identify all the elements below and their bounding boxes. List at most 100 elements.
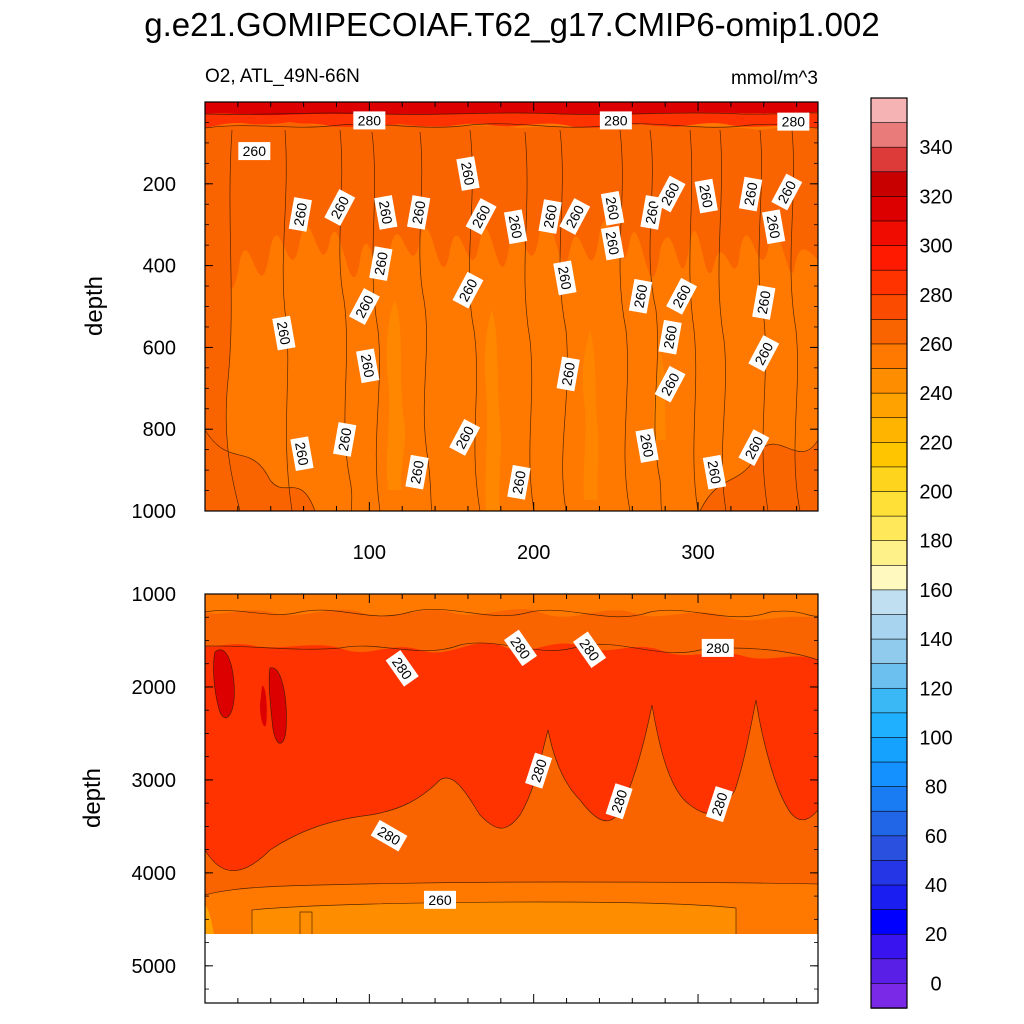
bottom-y-axis: 1000 2000 3000 4000 5000 — [132, 584, 818, 990]
svg-text:260: 260 — [358, 353, 378, 379]
contour-label: 260 — [600, 225, 625, 261]
contour-label: 260 — [405, 454, 429, 490]
contour-label: 260 — [288, 197, 312, 232]
svg-text:280: 280 — [527, 757, 550, 784]
contour-label: 260 — [752, 285, 776, 320]
contour-label: 260 — [356, 348, 380, 384]
colorbar-label: 60 — [925, 826, 947, 848]
contour-label: 280 — [353, 111, 386, 130]
contour-label: 260 — [635, 428, 659, 463]
colorbar-swatch — [870, 860, 908, 886]
contour-label: 260 — [702, 454, 727, 490]
colorbar-swatch — [870, 343, 908, 370]
colorbar-swatch — [870, 97, 908, 124]
colorbar-swatch — [870, 761, 908, 788]
colorbar-label: 240 — [919, 383, 952, 405]
colorbar-swatch — [870, 983, 908, 1009]
contour-label: 260 — [553, 260, 577, 296]
colorbar-swatch — [870, 810, 908, 837]
svg-text:260: 260 — [540, 203, 560, 229]
colorbar-swatch — [870, 712, 908, 739]
colorbar-swatch — [870, 515, 908, 542]
y-tick-label: 600 — [143, 337, 176, 359]
svg-text:260: 260 — [243, 143, 267, 159]
colorbar-label: 260 — [919, 334, 952, 356]
svg-text:280: 280 — [358, 112, 382, 128]
top-panel-units-label: mmol/m^3 — [731, 68, 818, 89]
svg-text:260: 260 — [458, 161, 478, 187]
colorbar-swatch — [870, 392, 908, 419]
contour-label: 280 — [605, 783, 633, 820]
contour-label: 260 — [761, 209, 786, 245]
colorbar-label: 20 — [925, 924, 947, 946]
svg-text:260: 260 — [603, 195, 623, 221]
colorbar-swatch — [870, 540, 908, 566]
y-tick-label: 4000 — [132, 863, 177, 885]
top-y-axis-title: depth — [81, 276, 108, 336]
colorbar-swatch — [870, 491, 908, 517]
colorbar-label: 140 — [919, 629, 952, 651]
svg-text:280: 280 — [608, 788, 631, 815]
contour-label: 260 — [556, 356, 580, 392]
svg-text:260: 260 — [409, 199, 429, 225]
contour-label: 260 — [628, 278, 653, 314]
svg-text:280: 280 — [604, 112, 628, 128]
colorbar-swatch — [870, 564, 908, 591]
y-tick-label: 1000 — [132, 501, 177, 523]
svg-text:260: 260 — [428, 892, 452, 908]
y-tick-label: 1000 — [132, 584, 177, 606]
contour-label: 260 — [374, 195, 398, 230]
contour-label: 280 — [705, 786, 733, 823]
colorbar-swatch — [870, 786, 908, 812]
colorbar-swatch — [870, 589, 908, 616]
bottom-x-axis — [237, 594, 798, 1003]
top-panel-left-label: O2, ATL_49N-66N — [205, 66, 360, 87]
colorbar-swatch — [870, 663, 908, 689]
colorbar-label: 100 — [919, 727, 952, 749]
colorbar-swatch — [870, 319, 908, 345]
svg-text:260: 260 — [705, 459, 725, 485]
contour-label: 280 — [701, 638, 734, 657]
contour-label: 260 — [738, 176, 763, 212]
contour-label: 280 — [525, 752, 553, 789]
contour-label: 260 — [600, 191, 625, 226]
colorbar-swatch — [870, 909, 908, 935]
contour-label: 260 — [503, 209, 528, 245]
colorbar-swatch — [870, 687, 908, 714]
colorbar-swatch — [870, 368, 908, 394]
svg-text:260: 260 — [274, 320, 294, 346]
colorbar-label: 160 — [919, 580, 952, 602]
svg-text:260: 260 — [509, 469, 529, 495]
svg-text:260: 260 — [603, 230, 623, 256]
contour-label: 260 — [424, 890, 457, 909]
colorbar-label: 120 — [919, 678, 952, 700]
top-y-axis: 200 400 600 800 1000 — [132, 101, 818, 523]
svg-text:260: 260 — [506, 214, 526, 240]
svg-text:260: 260 — [660, 324, 680, 350]
colorbar: 3403203002802602402202001801601401201008… — [870, 97, 953, 1009]
colorbar-swatch — [870, 122, 908, 148]
y-tick-label: 2000 — [132, 677, 177, 699]
svg-text:260: 260 — [696, 183, 716, 209]
svg-text:260: 260 — [558, 361, 578, 387]
colorbar-label: 280 — [919, 285, 952, 307]
svg-text:260: 260 — [376, 200, 396, 226]
colorbar-swatch — [870, 417, 908, 444]
svg-text:260: 260 — [642, 199, 662, 225]
colorbar-label: 200 — [919, 482, 952, 504]
contour-label: 260 — [290, 436, 314, 472]
svg-text:260: 260 — [292, 441, 312, 467]
colorbar-label: 220 — [919, 432, 952, 454]
bottom-y-axis-title: depth — [79, 768, 106, 828]
svg-text:260: 260 — [637, 433, 657, 459]
x-tick-label: 200 — [517, 542, 550, 564]
colorbar-swatch — [870, 638, 908, 665]
colorbar-swatch — [870, 466, 908, 493]
contour-label: 260 — [333, 422, 357, 457]
colorbar-swatch — [870, 737, 908, 763]
colorbar-swatch — [870, 294, 908, 321]
top-x-axis: 100 200 300 — [237, 102, 798, 564]
page-title: g.e21.GOMIPECOIAF.T62_g17.CMIP6-omip1.00… — [144, 6, 880, 43]
